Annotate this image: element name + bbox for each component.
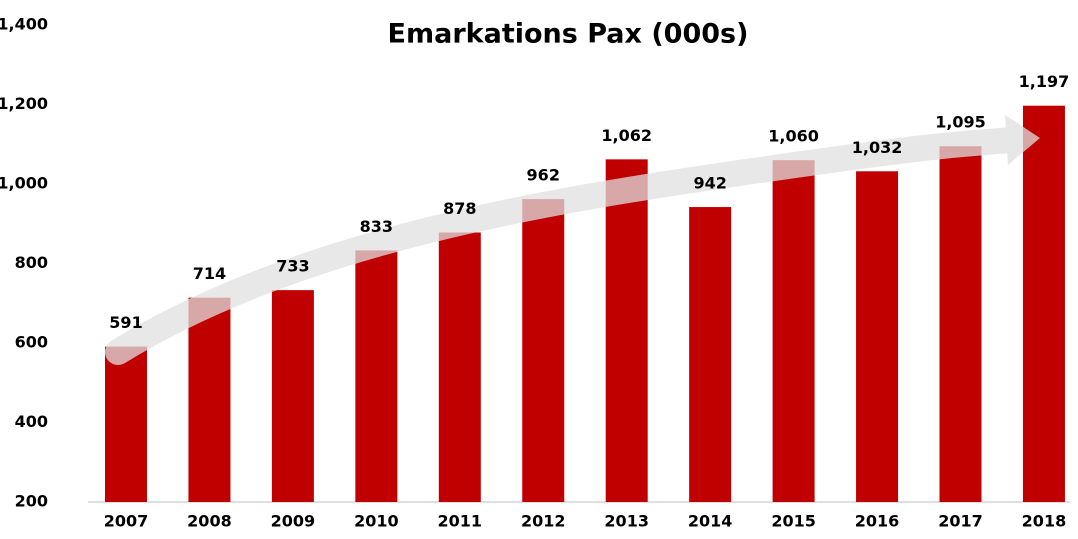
data-label: 1,062 [601, 126, 652, 145]
bar [689, 207, 732, 502]
arrow-head [1005, 115, 1040, 165]
data-label: 591 [109, 313, 142, 332]
x-tick-label: 2016 [855, 512, 900, 531]
bar [856, 171, 899, 502]
plot-area [88, 105, 1070, 503]
x-tick-label: 2007 [104, 512, 149, 531]
x-tick-label: 2011 [438, 512, 483, 531]
data-label: 1,197 [1019, 72, 1070, 91]
bar [522, 199, 565, 503]
y-tick-label: 600 [15, 333, 48, 352]
x-tick-label: 2008 [187, 512, 232, 531]
y-tick-label: 400 [15, 412, 48, 431]
x-tick-label: 2014 [688, 512, 733, 531]
bar [105, 346, 147, 502]
bar [188, 297, 231, 502]
x-tick-label: 2013 [604, 512, 649, 531]
data-label: 962 [527, 166, 560, 185]
x-tick-label: 2012 [521, 512, 566, 531]
y-tick-label: 1,200 [0, 94, 48, 113]
arrow-shaft [105, 127, 1023, 365]
y-tick-label: 1,400 [0, 15, 48, 34]
data-label: 733 [276, 257, 309, 276]
bar [355, 250, 398, 502]
y-tick-label: 800 [15, 253, 48, 272]
chart-title: Emarkations Pax (000s) [388, 19, 749, 50]
x-tick-label: 2015 [771, 512, 816, 531]
x-tick-label: 2009 [271, 512, 316, 531]
data-label: 1,060 [768, 127, 819, 146]
bar [1022, 105, 1065, 502]
trend-arrow [105, 115, 1040, 365]
data-label: 714 [193, 264, 226, 283]
bar [939, 146, 982, 503]
bar [438, 232, 481, 502]
data-label: 1,095 [935, 113, 986, 132]
x-tick-label: 2010 [354, 512, 399, 531]
data-label: 878 [443, 199, 476, 218]
data-label: 833 [360, 217, 393, 236]
bar [605, 159, 648, 503]
x-tick-label: 2017 [938, 512, 983, 531]
data-label: 942 [693, 174, 726, 193]
data-label: 1,032 [852, 138, 903, 157]
labels: Emarkations Pax (000s) 200 400 600 800 1,000… [0, 15, 1069, 531]
x-tick-label: 2018 [1022, 512, 1067, 531]
y-tick-label: 1,000 [0, 174, 48, 193]
bar [271, 290, 314, 502]
y-tick-label: 200 [15, 492, 48, 511]
bar [772, 160, 815, 502]
